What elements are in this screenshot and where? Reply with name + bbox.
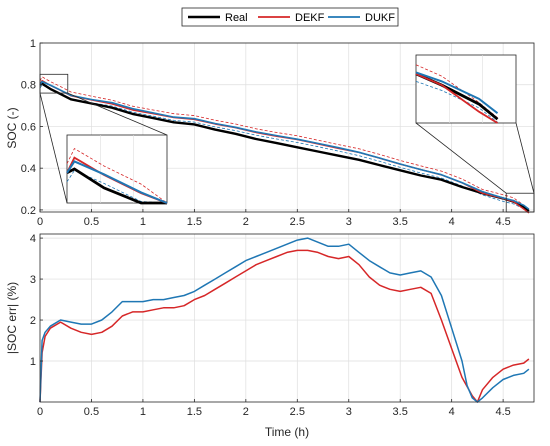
soc-error-y-axis-label: |SOC err| (%): [5, 282, 19, 354]
soc-x-tick-label: 3: [346, 216, 352, 228]
soc-x-tick-label: 4: [449, 216, 455, 228]
soc-x-tick-label: 0: [37, 216, 43, 228]
soc-x-tick-label: 1: [140, 216, 146, 228]
soc-x-tick-label: 2.5: [290, 216, 305, 228]
soc-error-x-tick-label: 3.5: [393, 406, 408, 418]
soc-error-grid: [40, 234, 534, 402]
inset-end-box: [415, 54, 517, 124]
soc-line-real: [39, 82, 530, 212]
soc-y-tick-label: 0.6: [21, 121, 36, 133]
soc-error-line-dukf: [39, 237, 530, 403]
soc-error-line-dekf: [39, 249, 530, 403]
inset-end-line-dekf: [415, 73, 498, 124]
soc-error-plot-frame: [39, 233, 535, 403]
soc-error-y-tick-label: 2: [30, 315, 36, 327]
soc-error-plot: 0 0.5 1 1.5 2 2.5 3 3.5 4 4.5 1 2 3 4 |SOC err| (%) T…: [5, 233, 535, 439]
soc-line-dukf: [39, 80, 530, 210]
legend-label-dukf: DUKF: [365, 12, 395, 24]
soc-error-x-tick-label: 3: [346, 406, 352, 418]
soc-y-tick-label: 0.2: [21, 205, 36, 217]
soc-x-tick-label: 2: [243, 216, 249, 228]
soc-error-y-tick-label: 1: [30, 356, 36, 368]
soc-error-x-tick-label: 4: [449, 406, 455, 418]
x-axis-label: Time (h): [265, 425, 309, 439]
soc-x-tick-label: 0.5: [84, 216, 99, 228]
soc-error-x-tick-label: 1: [140, 406, 146, 418]
inset-start-line-dukf: [66, 160, 168, 204]
inset-end-connector: [415, 122, 507, 194]
soc-error-x-tick-label: 4.5: [495, 406, 510, 418]
inset-end-connector: [515, 122, 535, 194]
soc-error-x-tick-label: 0.5: [84, 406, 99, 418]
soc-tick-labels: 0 0.5 1 1.5 2 2.5 3 3.5 4 4.5 0.2 0.4 0.6 0.8 1: [21, 38, 511, 228]
soc-y-tick-label: 0.8: [21, 80, 36, 92]
soc-zoom-insets: [39, 54, 535, 213]
soc-plot-frame: [39, 42, 535, 213]
inset-end-line-dukf: [415, 71, 499, 114]
inset-start-connector: [67, 92, 168, 136]
dukf-lower-bound-line: [39, 84, 530, 213]
soc-x-tick-label: 3.5: [393, 216, 408, 228]
soc-series: [39, 76, 530, 214]
soc-error-plot-area: [40, 234, 534, 402]
inset-start-box: [66, 134, 168, 204]
soc-x-tick-label: 1.5: [187, 216, 202, 228]
soc-y-tick-label: 0.4: [21, 163, 36, 175]
soc-y-axis-label: SOC (-): [5, 107, 19, 148]
soc-error-x-tick-label: 2: [243, 406, 249, 418]
soc-error-x-tick-label: 1.5: [187, 406, 202, 418]
soc-error-y-tick-label: 4: [30, 233, 36, 245]
soc-error-x-tick-label: 0: [37, 406, 43, 418]
soc-error-x-tick-label: 2.5: [290, 406, 305, 418]
soc-plot: 0 0.5 1 1.5 2 2.5 3 3.5 4 4.5 0.2 0.4 0.6 0.8 1 SOC (-…: [5, 38, 535, 228]
dekf-upper-bound-line: [39, 76, 530, 210]
soc-error-tick-labels: 0 0.5 1 1.5 2 2.5 3 3.5 4 4.5 1 2 3 4: [30, 233, 511, 418]
soc-x-tick-label: 4.5: [495, 216, 510, 228]
soc-y-tick-label: 1: [30, 38, 36, 50]
legend-label-dekf: DEKF: [295, 12, 325, 24]
legend: Real DEKF DUKF: [181, 7, 399, 27]
inset-start-dekf-bound: [66, 148, 168, 204]
inset-start-line-real: [66, 167, 167, 205]
legend-label-real: Real: [225, 12, 248, 24]
soc-error-y-tick-label: 3: [30, 274, 36, 286]
soc-error-series: [39, 237, 530, 403]
inset-start-connector: [39, 92, 68, 204]
